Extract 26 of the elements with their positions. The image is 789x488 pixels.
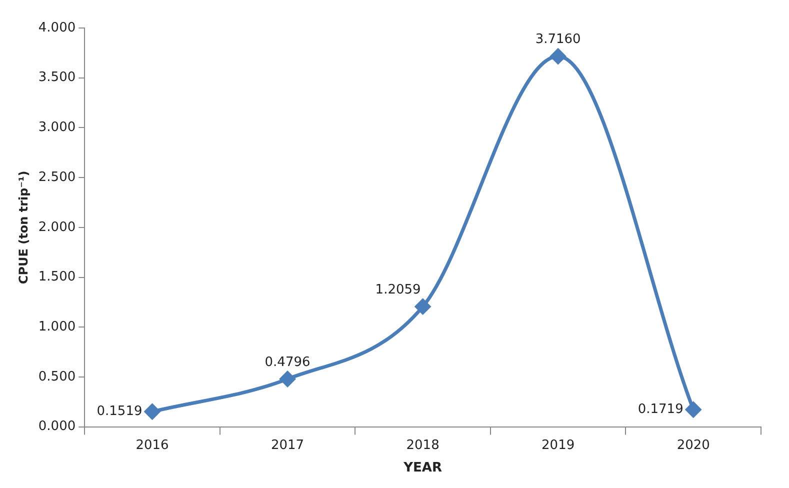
y-tick-label: 3.500 [38, 70, 76, 86]
data-label: 3.7160 [535, 32, 581, 48]
point [415, 298, 431, 314]
x-tick-label: 2016 [136, 438, 169, 453]
x-tick-label: 2019 [542, 438, 575, 453]
y-axis-title: CPUE (ton trip⁻¹) [16, 170, 30, 284]
y-tick-label: 4.000 [38, 20, 76, 36]
y-tick-label: 1.500 [38, 270, 76, 285]
data-label: 0.1519 [96, 404, 142, 420]
y-tick-label: 0.000 [38, 419, 76, 434]
x-tick-label: 2018 [406, 438, 440, 453]
data-label: 0.4796 [264, 354, 310, 370]
data-label: 0.1719 [638, 402, 684, 418]
point [550, 48, 566, 64]
point [686, 402, 702, 418]
data-label: 1.2059 [375, 282, 421, 298]
x-tick-label: 2020 [676, 438, 710, 453]
y-tick-label: 1.000 [38, 319, 76, 334]
y-tick-label: 3.000 [38, 120, 76, 136]
y-tick-label: 2.500 [38, 170, 76, 185]
point [144, 404, 160, 420]
point [280, 371, 296, 387]
x-tick-label: 2017 [270, 438, 304, 453]
x-axis-title: YEAR [402, 460, 442, 476]
y-tick-label: 0.500 [38, 369, 76, 384]
y-tick-label: 2.000 [38, 220, 76, 235]
